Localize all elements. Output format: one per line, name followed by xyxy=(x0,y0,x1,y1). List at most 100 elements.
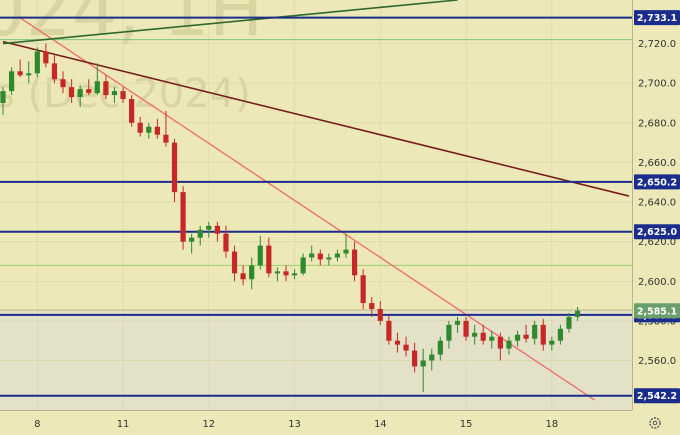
trendline-brown[interactable] xyxy=(2,40,630,197)
candle-body xyxy=(540,324,546,345)
candle-body xyxy=(420,360,426,367)
candle-body xyxy=(51,63,58,80)
candle-body xyxy=(429,354,435,361)
candle-body xyxy=(291,273,298,276)
candle xyxy=(463,316,469,341)
candle-body xyxy=(446,324,452,341)
trendlines[interactable] xyxy=(2,0,630,401)
candle-body xyxy=(34,51,40,74)
candle-body xyxy=(17,71,23,76)
candle xyxy=(540,318,546,351)
candle-body xyxy=(480,332,486,341)
candle xyxy=(154,118,160,139)
current-price-badge xyxy=(634,303,680,319)
level-badge xyxy=(634,10,680,26)
settings-button[interactable] xyxy=(649,417,661,429)
candle-body xyxy=(180,192,186,242)
level-badge-text: 2,542.2 xyxy=(637,391,677,402)
candle-body xyxy=(8,71,15,92)
x-tick-label: 14 xyxy=(374,419,387,430)
candle xyxy=(420,348,426,393)
candle xyxy=(180,186,186,250)
y-tick-label: 2,660.0 xyxy=(638,158,676,169)
candle xyxy=(69,79,75,103)
candles xyxy=(0,43,581,393)
candle-body xyxy=(0,91,6,103)
candle-body xyxy=(309,253,315,258)
candle-body xyxy=(163,134,169,143)
candle xyxy=(369,297,375,317)
watermark-main: 024, 1H xyxy=(0,0,263,52)
candle xyxy=(257,235,263,270)
candle xyxy=(249,257,255,290)
current-price-badge-text: 2,585.1 xyxy=(637,306,677,317)
candle xyxy=(77,85,83,107)
candle-body xyxy=(231,251,238,274)
candle-body xyxy=(206,225,212,230)
candle-body xyxy=(240,273,246,280)
candle xyxy=(317,249,323,266)
candle-body xyxy=(129,99,135,123)
candle xyxy=(454,316,461,333)
candle-body xyxy=(43,51,49,64)
candle xyxy=(240,265,246,286)
level-badge-text: 2,650.2 xyxy=(637,177,677,188)
gear-icon-center xyxy=(652,420,658,426)
candle xyxy=(94,63,100,96)
y-tick-label: 2,720.0 xyxy=(638,39,676,50)
trendline-green[interactable] xyxy=(2,0,458,45)
candle-body xyxy=(137,122,143,133)
candle-body xyxy=(103,81,109,96)
candle xyxy=(17,59,23,78)
candle-body xyxy=(549,340,555,345)
candle xyxy=(514,330,521,347)
candle xyxy=(532,320,538,345)
candle xyxy=(129,95,135,127)
candle-body xyxy=(437,340,443,355)
candle xyxy=(351,241,358,282)
candle-body xyxy=(412,350,418,367)
candle-body xyxy=(532,324,538,339)
candle-body xyxy=(189,237,195,242)
candle-body xyxy=(377,308,383,321)
candle-body xyxy=(326,257,332,260)
candle-body xyxy=(197,229,203,238)
candle xyxy=(309,245,315,262)
x-tick-label: 11 xyxy=(117,419,130,430)
candle-body xyxy=(274,271,281,274)
y-tick-label: 2,680.0 xyxy=(638,118,676,129)
gear-icon xyxy=(649,417,661,429)
lower-shaded-zone xyxy=(0,310,632,410)
candle xyxy=(197,225,203,246)
candle xyxy=(146,122,152,139)
candle xyxy=(412,342,418,373)
x-tick-label: 13 xyxy=(288,419,301,430)
candle xyxy=(403,336,409,357)
candle xyxy=(51,55,58,84)
candle xyxy=(86,79,92,96)
y-tick-label: 2,620.0 xyxy=(638,237,676,248)
level-badge xyxy=(634,388,680,404)
candle-body xyxy=(214,225,220,234)
horizontal-levels[interactable] xyxy=(0,16,632,397)
trendline-red[interactable] xyxy=(19,17,596,401)
y-tick-label: 2,640.0 xyxy=(638,198,676,209)
candle-body xyxy=(514,334,521,341)
candle-body xyxy=(523,334,529,339)
candle xyxy=(437,336,443,361)
candle xyxy=(343,233,349,258)
candle-body xyxy=(454,320,461,325)
candle-body xyxy=(26,73,32,76)
candle xyxy=(163,110,169,147)
candle xyxy=(291,269,298,280)
candle xyxy=(326,253,332,266)
candle xyxy=(429,348,435,371)
x-tick-label: 15 xyxy=(460,419,473,430)
candle-body xyxy=(171,142,178,193)
candle xyxy=(231,245,238,282)
candle-body xyxy=(369,303,375,309)
candle xyxy=(300,253,306,276)
candle xyxy=(334,249,341,262)
candle xyxy=(206,221,212,238)
